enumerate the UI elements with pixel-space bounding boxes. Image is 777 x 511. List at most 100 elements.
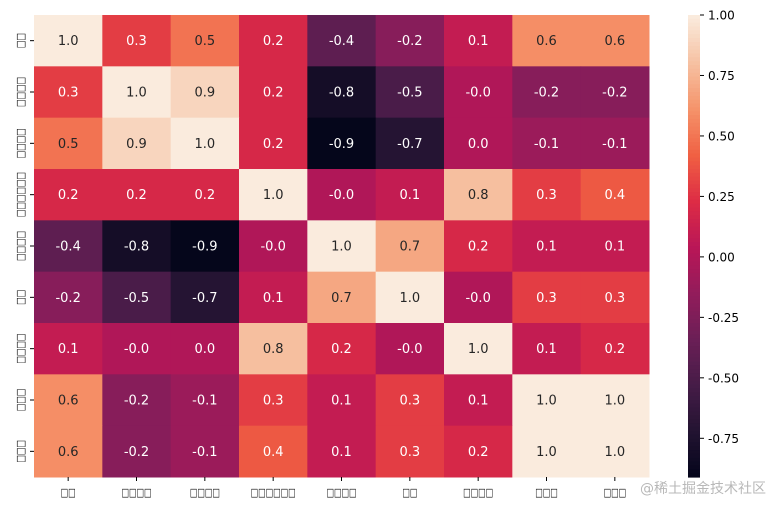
colorbar-segment xyxy=(688,299,700,305)
colorbar-segment xyxy=(688,103,700,108)
colorbar-segment xyxy=(688,111,700,116)
heatmap-cell xyxy=(102,220,172,273)
heatmap-cell xyxy=(170,15,240,67)
heatmap-cell xyxy=(34,271,103,324)
colorbar-segment xyxy=(688,246,700,251)
colorbar-segment xyxy=(688,230,700,236)
cell-value-label: -0.5 xyxy=(124,291,149,306)
colorbar-segment xyxy=(688,392,700,397)
colorbar-segment xyxy=(688,115,700,120)
colorbar-segment xyxy=(688,188,700,193)
colorbar-segment xyxy=(688,434,700,440)
colorbar-segment xyxy=(688,49,700,55)
colorbar-segment xyxy=(688,203,700,209)
cell-value-label: -0.2 xyxy=(397,34,422,49)
cell-value-label: 0.2 xyxy=(604,342,625,357)
cell-value-label: -0.9 xyxy=(329,137,354,152)
colorbar-segment xyxy=(688,138,700,143)
heatmap-cell xyxy=(307,66,377,119)
heatmap-cell xyxy=(375,169,445,221)
colorbar-segment xyxy=(688,457,700,463)
heatmap-cell xyxy=(34,220,103,273)
colorbar-segment xyxy=(688,261,700,266)
heatmap-cell xyxy=(170,220,240,273)
colorbar-segment xyxy=(688,276,700,282)
x-tick-label: □□□□ xyxy=(190,486,220,499)
colorbar-segment xyxy=(688,68,700,74)
colorbar-segment xyxy=(688,165,700,170)
cell-value-label: -0.2 xyxy=(124,445,149,460)
colorbar-segment xyxy=(688,423,700,428)
colorbar-segment xyxy=(688,403,700,409)
cell-value-label: 0.2 xyxy=(263,34,284,49)
y-tick-label: □□□□ xyxy=(14,128,27,158)
cell-value-label: 0.8 xyxy=(263,342,284,357)
cell-value-label: 0.1 xyxy=(399,188,420,203)
colorbar-tick-label: 0.75 xyxy=(708,69,735,83)
cell-value-label: 0.2 xyxy=(58,188,79,203)
colorbar-segment xyxy=(688,311,700,316)
cell-value-label: -0.1 xyxy=(534,137,559,152)
cell-value-label: 0.2 xyxy=(263,137,284,152)
heatmap-cell xyxy=(239,15,308,67)
cell-value-label: -0.2 xyxy=(602,86,627,101)
colorbar-segment xyxy=(688,30,700,35)
colorbar-segment xyxy=(688,61,700,66)
colorbar-segment xyxy=(688,99,700,105)
colorbar-segment xyxy=(688,118,700,124)
colorbar-tick-label: -0.75 xyxy=(708,432,739,446)
colorbar-segment xyxy=(688,388,700,393)
heatmap-cell xyxy=(307,425,377,478)
colorbar-segment xyxy=(688,238,700,243)
heatmap-cell xyxy=(375,374,445,427)
colorbar-segment xyxy=(688,149,700,155)
colorbar-segment xyxy=(688,330,700,336)
colorbar-segment xyxy=(688,338,700,343)
colorbar-segment xyxy=(688,376,700,382)
heatmap-cell xyxy=(580,323,650,375)
heatmap-cell xyxy=(239,271,308,324)
cell-value-label: 0.3 xyxy=(263,394,284,409)
cell-value-label: -0.4 xyxy=(55,240,80,255)
colorbar-segment xyxy=(688,249,700,255)
x-tick-label: □□□□□□ xyxy=(251,486,296,499)
cell-value-label: 1.0 xyxy=(604,445,625,460)
cell-value-label: 0.6 xyxy=(58,394,79,409)
heatmap-cell xyxy=(512,271,582,324)
heatmap-cell xyxy=(102,66,172,119)
cell-value-label: 0.1 xyxy=(468,394,489,409)
colorbar-segment xyxy=(688,280,700,286)
cell-value-label: 0.0 xyxy=(194,342,215,357)
cell-value-label: 0.4 xyxy=(604,188,625,203)
heatmap-cell xyxy=(170,425,240,478)
colorbar-segment xyxy=(688,145,700,151)
colorbar-segment xyxy=(688,211,700,216)
heatmap-cell xyxy=(580,66,650,119)
cell-value-label: 0.1 xyxy=(331,394,352,409)
cell-value-label: 0.4 xyxy=(263,445,284,460)
colorbar-segment xyxy=(688,53,700,58)
heatmap-cell xyxy=(34,169,103,221)
heatmap-cell xyxy=(444,117,513,170)
colorbar-segment xyxy=(688,346,700,351)
heatmap-cell xyxy=(444,220,513,273)
cell-value-label: 0.5 xyxy=(194,34,215,49)
y-tick-label: □□□□ xyxy=(14,334,27,364)
colorbar-segment xyxy=(688,307,700,313)
heatmap-cell xyxy=(170,169,240,221)
heatmap-cell xyxy=(375,323,445,375)
colorbar-tick-label: 1.00 xyxy=(708,9,735,23)
cell-value-label: -0.8 xyxy=(124,240,149,255)
colorbar-segment xyxy=(688,453,700,459)
colorbar-segment xyxy=(688,315,700,320)
cell-value-label: -0.0 xyxy=(465,291,490,306)
cell-value-label: 0.6 xyxy=(604,34,625,49)
colorbar-segment xyxy=(688,180,700,185)
heatmap-cell xyxy=(239,425,308,478)
heatmap-cell xyxy=(580,220,650,273)
cell-value-label: -0.1 xyxy=(192,445,217,460)
colorbar-segment xyxy=(688,38,700,43)
heatmap-cell xyxy=(580,15,650,67)
heatmap-cell xyxy=(34,323,103,375)
colorbar-segment xyxy=(688,342,700,347)
